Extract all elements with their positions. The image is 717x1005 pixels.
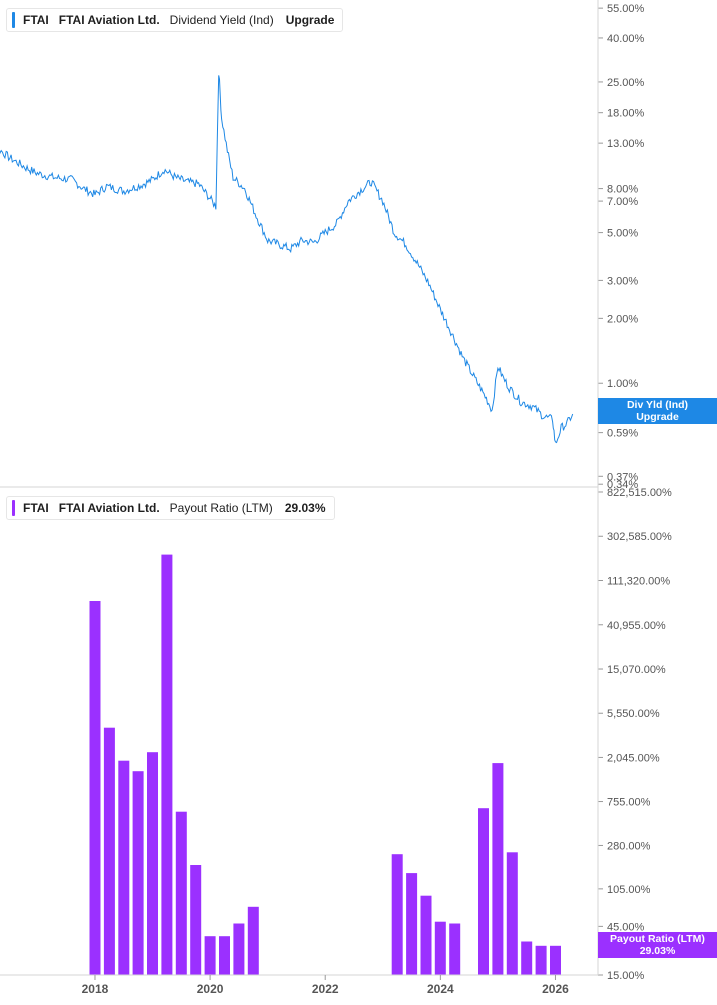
x-tick-label: 2018: [82, 982, 109, 996]
payout-ratio-bars: [89, 554, 561, 975]
top-legend-ticker: FTAI: [23, 13, 49, 27]
payout-bar: [506, 852, 518, 975]
payout-bar: [391, 854, 403, 975]
top-tick-label: 7.00%: [607, 196, 638, 208]
bottom-tick-label: 15.00%: [607, 970, 645, 982]
top-tick-label: 1.00%: [607, 378, 638, 390]
payout-bar: [492, 763, 504, 975]
payout-bar: [190, 865, 202, 975]
top-tick-label: 40.00%: [607, 33, 645, 45]
bottom-legend-swatch: [12, 500, 15, 516]
bottom-tick-label: 40,955.00%: [607, 620, 666, 632]
payout-bar: [132, 771, 144, 975]
payout-bar: [420, 895, 432, 975]
top-tick-label: 55.00%: [607, 3, 645, 15]
top-tick-label: 5.00%: [607, 228, 638, 240]
bottom-tick-label: 105.00%: [607, 884, 651, 896]
payout-bar: [147, 752, 158, 975]
bottom-axis: 822,515.00% 302,585.00% 111,320.00% 40,955.…: [598, 487, 672, 982]
payout-bar: [219, 936, 230, 975]
top-tick-label: 0.37%: [607, 471, 638, 483]
dividend-yield-line: [0, 75, 574, 444]
top-tick-label: 18.00%: [607, 108, 645, 120]
payout-bar: [204, 936, 216, 975]
top-legend-metric: Dividend Yield (Ind): [169, 13, 274, 27]
top-tick-label: 2.00%: [607, 313, 638, 325]
bottom-tick-label: 15,070.00%: [607, 664, 666, 676]
bottom-tick-label: 2,045.00%: [607, 752, 660, 764]
bottom-tick-label: 302,585.00%: [607, 531, 672, 543]
x-tick-label: 2022: [312, 982, 339, 996]
top-tick-label: 8.00%: [607, 184, 638, 196]
payout-bar: [233, 923, 245, 975]
x-axis: 2018 2020 2022 2024 2026: [0, 974, 598, 996]
yield-tag-label: Div Yld (Ind): [626, 399, 689, 411]
payout-bar: [103, 727, 115, 975]
x-tick-label: 2020: [197, 982, 224, 996]
bottom-legend: FTAI FTAI Aviation Ltd. Payout Ratio (LT…: [6, 496, 335, 520]
bottom-tick-label: 280.00%: [607, 840, 651, 852]
top-tick-label: 13.00%: [607, 138, 645, 150]
payout-tag-label: Payout Ratio (LTM): [610, 933, 705, 945]
bottom-tick-label: 822,515.00%: [607, 487, 672, 499]
top-legend: FTAI FTAI Aviation Ltd. Dividend Yield (…: [6, 8, 344, 32]
bottom-legend-metric: Payout Ratio (LTM): [169, 501, 273, 515]
payout-bar: [161, 554, 173, 975]
payout-bar: [118, 760, 130, 975]
top-legend-value[interactable]: Upgrade: [285, 13, 335, 27]
top-axis: 55.00% 40.00% 25.00% 18.00% 13.00% 8.00%7.00%…: [598, 3, 645, 491]
payout-bar: [521, 941, 533, 975]
top-legend-company: FTAI Aviation Ltd.: [58, 13, 160, 27]
bottom-legend-ticker: FTAI: [23, 501, 49, 515]
payout-bar: [550, 945, 561, 975]
top-tick-label: 0.59%: [607, 428, 638, 440]
payout-bar: [434, 921, 446, 975]
payout-bar: [406, 873, 418, 975]
x-tick-label: 2026: [542, 982, 569, 996]
bottom-legend-company: FTAI Aviation Ltd.: [58, 501, 160, 515]
payout-bar: [478, 808, 489, 975]
payout-tag-value: 29.03%: [639, 945, 676, 957]
payout-bar: [535, 945, 547, 975]
top-legend-swatch: [12, 12, 15, 28]
bottom-tick-label: 111,320.00%: [607, 576, 670, 588]
bottom-legend-value: 29.03%: [284, 501, 326, 515]
payout-bar: [175, 811, 187, 975]
yield-tag-value[interactable]: Upgrade: [636, 411, 679, 423]
bottom-tick-label: 5,550.00%: [607, 708, 660, 720]
payout-bar: [89, 601, 101, 975]
top-tick-label: 0.34%: [607, 479, 638, 491]
payout-current-tag: Payout Ratio (LTM) 29.03%: [598, 932, 717, 958]
bottom-tick-label: 755.00%: [607, 797, 651, 809]
x-tick-label: 2024: [427, 982, 454, 996]
top-tick-label: 25.00%: [607, 77, 645, 89]
top-tick-label: 3.00%: [607, 275, 638, 287]
payout-bar: [247, 906, 259, 975]
yield-current-tag: Div Yld (Ind) Upgrade: [598, 398, 717, 424]
bottom-tick-label: 45.00%: [607, 921, 645, 933]
payout-bar: [449, 923, 461, 975]
